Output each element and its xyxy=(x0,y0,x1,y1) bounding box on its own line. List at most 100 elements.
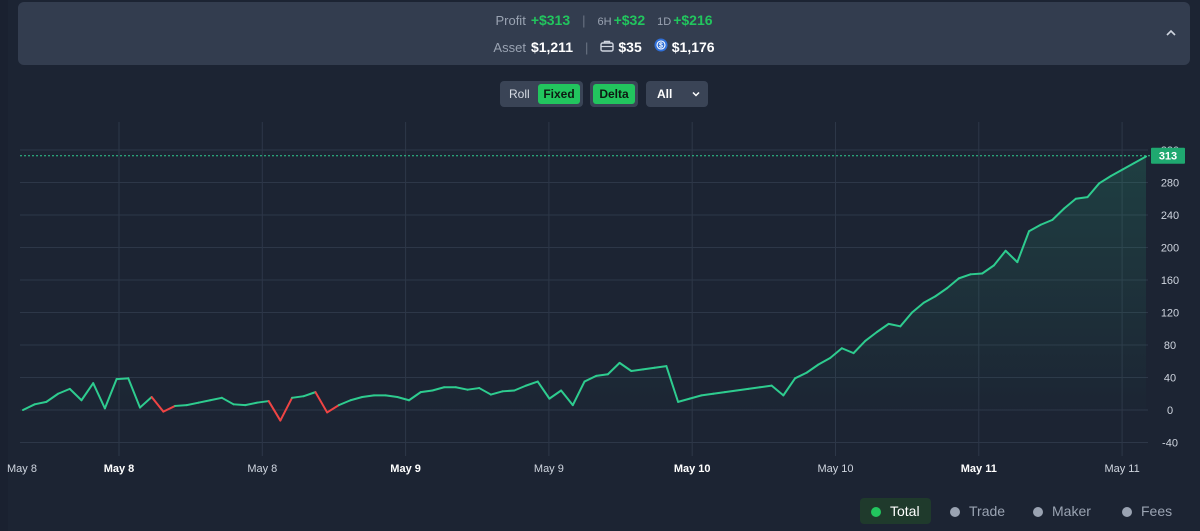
series-segment xyxy=(794,371,808,380)
series-segment xyxy=(875,322,890,333)
series-segment xyxy=(735,387,750,392)
series-segment xyxy=(618,361,633,372)
series-segment xyxy=(536,380,551,400)
series-segment xyxy=(957,273,972,280)
asset-row: Asset $1,211 | $35 $ $1,176 xyxy=(18,38,1190,55)
series-segment xyxy=(185,401,200,407)
x-tick-label: May 11 xyxy=(1104,463,1139,475)
current-value-label: 313 xyxy=(1159,151,1177,163)
series-segment xyxy=(209,396,223,402)
series-segment xyxy=(513,384,528,392)
coin-icon: $ xyxy=(654,38,668,52)
series-segment xyxy=(489,390,504,396)
x-tick-label: May 11 xyxy=(961,463,997,475)
series-segment xyxy=(829,347,843,359)
series-segment xyxy=(33,400,48,406)
legend-fees[interactable]: Fees xyxy=(1122,498,1172,524)
series-segment xyxy=(57,387,71,395)
y-tick-label: 160 xyxy=(1161,275,1179,287)
series-segment xyxy=(326,404,340,414)
series-segment xyxy=(127,377,141,409)
series-segment xyxy=(45,392,60,403)
legend-label: Trade xyxy=(969,503,1006,519)
series-segment xyxy=(454,386,469,391)
series-area xyxy=(23,156,1146,421)
x-tick-label: May 9 xyxy=(534,463,564,475)
summary-panel: Profit +$313 | 6H +$32 1D +$216 Asset $1… xyxy=(18,2,1190,65)
roll-toggle[interactable]: Roll xyxy=(509,87,530,101)
series-segment xyxy=(361,394,375,398)
mode-segment: Roll Fixed xyxy=(500,81,583,107)
series-segment xyxy=(922,295,937,304)
chart-legend: Total Trade Maker Fees xyxy=(0,498,1200,524)
fixed-toggle[interactable]: Fixed xyxy=(538,84,580,104)
series-segment xyxy=(1051,207,1066,221)
asset-label: Asset xyxy=(493,40,526,55)
legend-label: Fees xyxy=(1141,503,1173,519)
series-segment xyxy=(291,395,305,399)
series-segment xyxy=(138,396,153,409)
current-value-badge xyxy=(1151,147,1185,164)
series-segment xyxy=(641,366,656,371)
series-segment xyxy=(887,322,902,328)
series-segment xyxy=(80,382,95,402)
series-segment xyxy=(150,396,165,413)
series-segment xyxy=(840,347,855,355)
y-tick-label: 80 xyxy=(1164,340,1176,352)
svg-text:$: $ xyxy=(659,43,663,50)
series-segment xyxy=(723,389,738,394)
series-segment xyxy=(688,394,703,400)
h6-label: 6H xyxy=(597,16,612,28)
series-segment xyxy=(1109,168,1124,177)
chevron-down-icon xyxy=(692,91,700,97)
series-segment xyxy=(115,377,130,381)
d1-label: 1D xyxy=(657,16,672,28)
series-segment xyxy=(162,404,177,413)
series-segment xyxy=(174,404,188,407)
series-segment xyxy=(1039,218,1054,226)
series-segment xyxy=(665,365,680,403)
series-segment xyxy=(548,389,563,400)
x-tick-label: May 10 xyxy=(817,463,853,475)
series-segment xyxy=(560,389,574,407)
series-segment xyxy=(606,361,621,376)
series-segment xyxy=(1004,249,1019,264)
legend-total[interactable]: Total xyxy=(860,498,931,524)
wallet-value: $35 xyxy=(618,39,642,55)
series-segment xyxy=(302,391,317,398)
legend-maker[interactable]: Maker xyxy=(1033,498,1091,524)
y-tick-label: 280 xyxy=(1161,178,1179,190)
scrollbar-track[interactable] xyxy=(0,0,8,531)
range-select-value: All xyxy=(657,87,673,101)
series-segment xyxy=(1063,197,1077,210)
y-tick-label: 200 xyxy=(1161,243,1179,255)
series-segment xyxy=(1086,182,1101,199)
series-segment xyxy=(630,368,644,372)
series-segment xyxy=(583,374,598,383)
delta-toggle[interactable]: Delta xyxy=(593,84,635,104)
chevron-up-icon[interactable] xyxy=(1164,26,1178,40)
series-segment xyxy=(267,400,282,422)
series-segment xyxy=(571,380,586,407)
series-segment xyxy=(595,373,609,377)
series-segment xyxy=(653,365,668,369)
series-segment xyxy=(1016,230,1031,264)
range-select[interactable]: All xyxy=(646,81,708,107)
series-segment xyxy=(677,397,691,403)
series-segment xyxy=(466,387,481,391)
legend-label: Maker xyxy=(1052,503,1091,519)
series-segment xyxy=(92,382,106,410)
series-segment xyxy=(899,311,914,328)
series-segment xyxy=(782,377,797,397)
series-segment xyxy=(992,249,1007,267)
series-segment xyxy=(501,389,516,393)
x-tick-label: May 8 xyxy=(7,463,37,475)
h6-value: +$32 xyxy=(613,12,646,28)
series-segment xyxy=(817,357,832,366)
series-segment xyxy=(232,403,247,407)
legend-dot xyxy=(871,507,881,517)
legend-trade[interactable]: Trade xyxy=(950,498,1005,524)
y-tick-label: 120 xyxy=(1161,308,1179,320)
series-segment xyxy=(396,396,411,402)
